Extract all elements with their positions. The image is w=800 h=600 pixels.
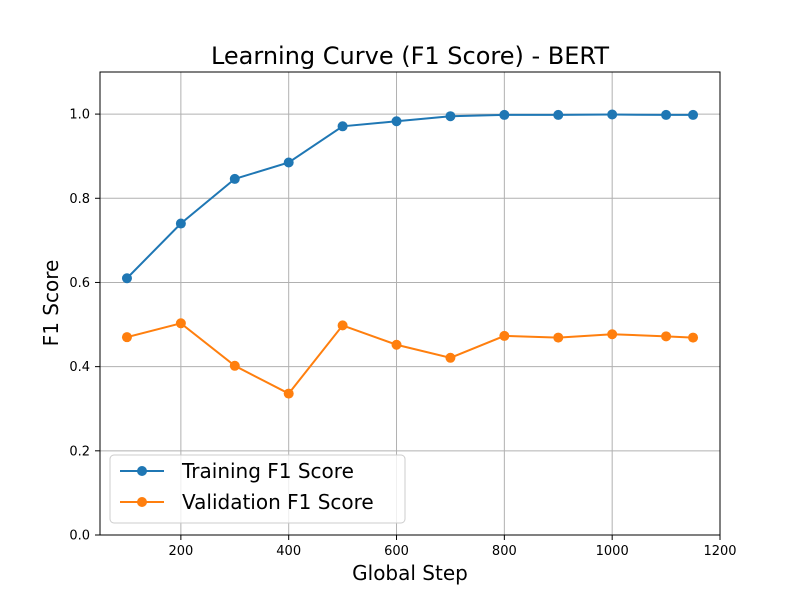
validation-data-point bbox=[337, 320, 348, 331]
validation-data-point bbox=[688, 332, 699, 343]
series-layer bbox=[121, 109, 699, 399]
y-tick-label: 0.2 bbox=[69, 444, 90, 459]
training-data-point bbox=[283, 157, 294, 168]
y-tick-label: 0.8 bbox=[69, 192, 90, 207]
y-tick-label: 1.0 bbox=[69, 108, 90, 123]
validation-data-point bbox=[661, 331, 672, 342]
training-data-point bbox=[391, 116, 402, 127]
validation-data-point bbox=[607, 329, 618, 340]
training-data-point bbox=[607, 109, 618, 120]
validation-data-point bbox=[391, 339, 402, 350]
y-tick-label: 0.6 bbox=[69, 276, 90, 291]
legend-frame bbox=[109, 454, 406, 524]
validation-data-point bbox=[499, 330, 510, 341]
legend-training-marker bbox=[137, 466, 147, 476]
x-tick-label: 600 bbox=[384, 544, 409, 559]
validation-data-point bbox=[121, 332, 132, 343]
legend-validation-label: Validation F1 Score bbox=[182, 490, 374, 514]
y-axis-label: F1 Score bbox=[39, 260, 63, 347]
validation-series-line bbox=[126, 322, 694, 395]
training-data-point bbox=[175, 218, 186, 229]
validation-data-point bbox=[175, 318, 186, 329]
y-axis-ticks: 0.0 0.2 0.4 0.6 0.8 1.0 bbox=[69, 108, 100, 544]
y-tick-label: 0.0 bbox=[69, 529, 90, 544]
x-tick-label: 400 bbox=[276, 544, 301, 559]
legend-training-label: Training F1 Score bbox=[181, 459, 354, 483]
validation-data-point bbox=[553, 332, 564, 343]
x-tick-label: 200 bbox=[168, 544, 193, 559]
validation-data-point bbox=[229, 360, 240, 371]
training-data-point bbox=[688, 109, 699, 120]
training-data-point bbox=[229, 173, 240, 184]
chart-title: Learning Curve (F1 Score) - BERT bbox=[211, 42, 609, 70]
x-tick-label: 1000 bbox=[596, 544, 629, 559]
validation-data-point bbox=[445, 352, 456, 363]
plot-area-frame bbox=[99, 71, 721, 536]
validation-data-point bbox=[283, 388, 294, 399]
y-tick-label: 0.4 bbox=[69, 360, 90, 375]
training-data-point bbox=[553, 109, 564, 120]
legend-validation-marker bbox=[137, 497, 147, 507]
x-tick-label: 1200 bbox=[703, 544, 736, 559]
x-axis-ticks: 200 400 600 800 1000 1200 bbox=[168, 535, 737, 559]
training-data-point bbox=[337, 121, 348, 132]
training-data-point bbox=[661, 109, 672, 120]
training-data-point bbox=[499, 109, 510, 120]
training-series-line bbox=[126, 113, 694, 279]
training-data-point bbox=[445, 111, 456, 122]
x-tick-label: 800 bbox=[492, 544, 517, 559]
x-axis-label: Global Step bbox=[352, 561, 468, 585]
legend: Training F1 Score Validation F1 Score bbox=[109, 454, 406, 524]
grid-lines bbox=[100, 72, 721, 536]
training-data-point bbox=[121, 273, 132, 284]
